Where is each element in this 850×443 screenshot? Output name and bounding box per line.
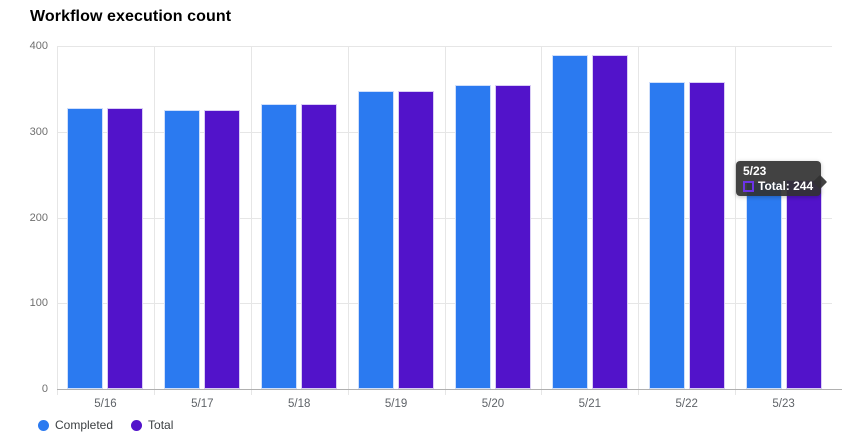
- x-axis-line: [57, 389, 842, 390]
- bar-total-5/22[interactable]: [688, 82, 725, 389]
- legend-item-total[interactable]: Total: [131, 418, 173, 432]
- tooltip-value-label: Total: 244: [758, 179, 814, 193]
- x-axis-tick-label: 5/16: [94, 398, 117, 410]
- legend-item-label: Completed: [55, 418, 114, 432]
- tooltip-row: Total: 244: [743, 180, 813, 193]
- x-axis-tick-label: 5/18: [287, 398, 311, 410]
- tooltip-category: 5/23: [743, 164, 767, 178]
- gridline-vertical: [347, 46, 349, 395]
- legend-item-label: Total: [148, 418, 174, 432]
- bar-total-5/21[interactable]: [591, 54, 628, 389]
- y-axis-tick-label: 300: [29, 125, 48, 138]
- plot-area: 0 100 200 300 400 5/16 5/17 5/18 5/19 5/20 5/21 5/2…: [30, 40, 842, 410]
- x-axis-tick-label: 5/22: [675, 398, 698, 410]
- y-axis-tick-label: 100: [29, 297, 48, 310]
- bar-completed-5/21[interactable]: [551, 54, 588, 389]
- x-axis-tick-label: 5/23: [772, 398, 795, 410]
- gridline-vertical: [444, 46, 446, 395]
- y-axis-tick-label: 0: [41, 383, 48, 395]
- bar-total-5/18[interactable]: [301, 104, 338, 389]
- bar-total-5/20[interactable]: [494, 84, 531, 389]
- gridline-vertical: [638, 46, 640, 395]
- gridline-vertical: [250, 46, 252, 395]
- gridline-vertical: [541, 46, 543, 395]
- legend-marker-icon: [38, 419, 49, 431]
- bar-total-5/23[interactable]: [785, 179, 822, 389]
- bar-total-5/17[interactable]: [204, 110, 241, 389]
- gridline-vertical: [735, 46, 737, 395]
- legend-item-completed[interactable]: Completed: [38, 418, 113, 432]
- bar-completed-5/19[interactable]: [358, 90, 395, 389]
- y-axis-tick-label: 200: [29, 211, 48, 224]
- x-axis-tick-label: 5/19: [384, 398, 408, 410]
- chart-title: Workflow execution count: [30, 8, 232, 25]
- bar-completed-5/17[interactable]: [164, 110, 201, 389]
- bar-completed-5/16[interactable]: [67, 107, 104, 389]
- bar-completed-5/18[interactable]: [261, 104, 298, 389]
- legend: Completed Total: [38, 418, 173, 432]
- tooltip-series-swatch-icon: [743, 181, 754, 192]
- x-axis-tick-label: 5/17: [191, 398, 214, 410]
- bar-completed-5/23[interactable]: [745, 181, 782, 389]
- y-axis-tick-label: 400: [29, 40, 48, 52]
- x-axis-tick-label: 5/21: [578, 398, 601, 410]
- legend-marker-icon: [131, 419, 143, 431]
- gridline-vertical: [57, 46, 58, 395]
- bar-completed-5/20[interactable]: [454, 84, 491, 389]
- tooltip: 5/23 Total: 244: [736, 161, 828, 196]
- gridline-vertical: [153, 46, 155, 395]
- bar-completed-5/22[interactable]: [648, 82, 685, 389]
- bar-total-5/16[interactable]: [107, 107, 144, 389]
- bar-total-5/19[interactable]: [398, 90, 435, 389]
- x-axis-tick-label: 5/20: [481, 398, 505, 410]
